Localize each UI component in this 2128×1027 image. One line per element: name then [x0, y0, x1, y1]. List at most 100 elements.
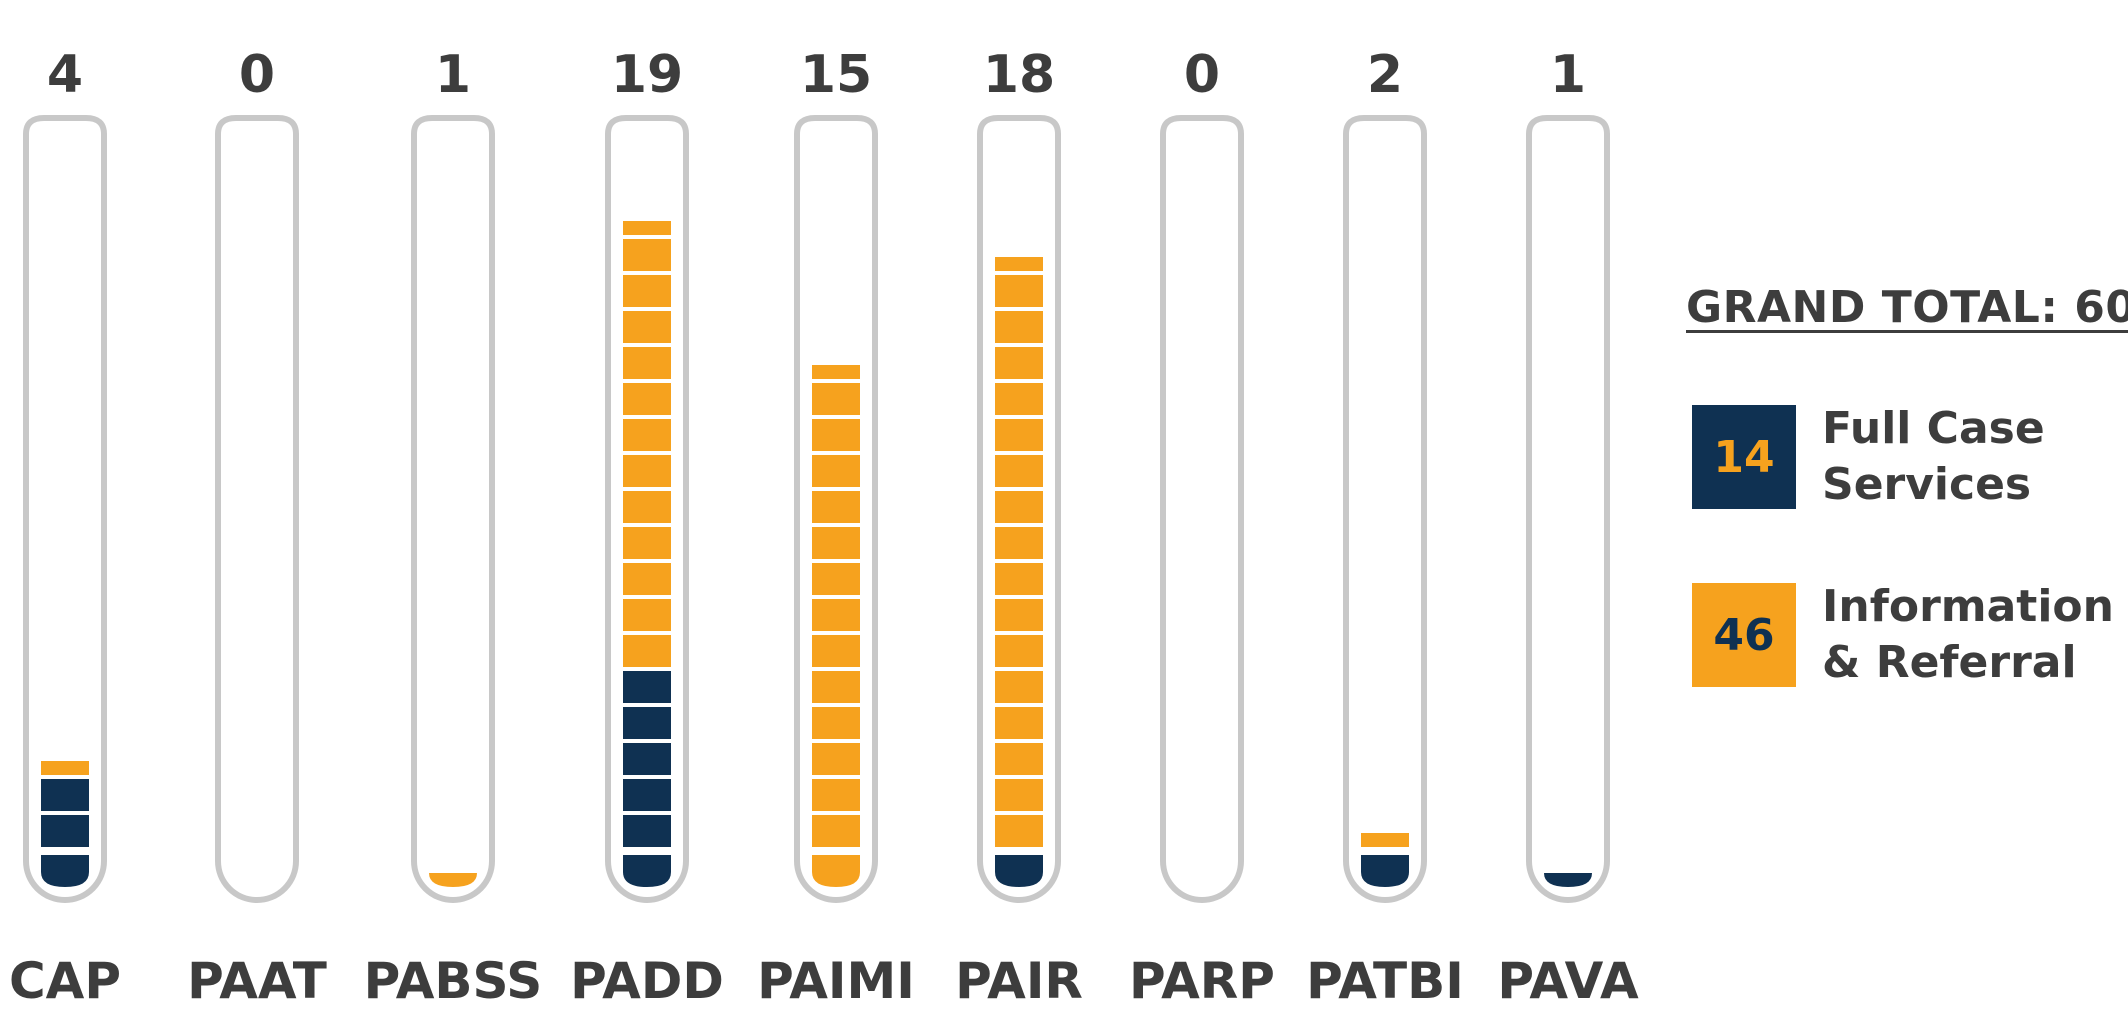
bar-unit-padd-full-case	[623, 743, 671, 775]
bar-unit-padd-full-case	[623, 855, 671, 887]
bar-unit-pair-info-referral	[995, 815, 1043, 847]
bar-unit-padd-full-case	[623, 707, 671, 739]
bar-unit-paimi-info-referral	[812, 455, 860, 487]
legend-label-full-case: Full Case Services	[1822, 401, 2122, 513]
test-tube-chart: 4 CAP 0 PAAT 1 PABSS 19 PADD 15 PAIMI 18 PAIR 0 PARP 2…	[9, 45, 1639, 1010]
bar-unit-cap-full-case	[41, 779, 89, 811]
bar-unit-paimi-info-referral	[812, 743, 860, 775]
bar-unit-pair-info-referral	[995, 347, 1043, 379]
bar-unit-padd-full-case	[623, 779, 671, 811]
bar-unit-paimi-info-referral	[812, 527, 860, 559]
category-label-paimi: PAIMI	[757, 952, 915, 1010]
bar-unit-padd-info-referral	[623, 491, 671, 523]
total-label-paimi: 15	[800, 45, 872, 105]
total-label-pair: 18	[983, 45, 1055, 105]
category-label-parp: PARP	[1129, 952, 1275, 1010]
total-label-padd: 19	[611, 45, 683, 105]
tube-group-pair: 18 PAIR	[955, 45, 1083, 1010]
tube-group-parp: 0 PARP	[1129, 45, 1275, 1010]
legend-item-info-referral: 46 Information & Referral	[1692, 579, 2122, 691]
bar-unit-pabss-info-referral	[429, 873, 477, 887]
legend-count-info-referral: 46	[1713, 609, 1775, 661]
bar-unit-padd-info-referral	[623, 275, 671, 307]
bar-unit-paimi-info-referral	[812, 671, 860, 703]
bar-unit-pair-info-referral	[995, 671, 1043, 703]
bar-unit-paimi-info-referral	[812, 599, 860, 631]
bar-unit-pair-info-referral	[995, 491, 1043, 523]
bar-unit-cap-full-case	[41, 815, 89, 847]
bar-unit-padd-info-referral	[623, 221, 671, 235]
tube-patbi	[1343, 115, 1427, 903]
bar-unit-pair-info-referral	[995, 311, 1043, 343]
bar-unit-patbi-full-case	[1361, 855, 1409, 887]
bar-unit-pair-info-referral	[995, 275, 1043, 307]
legend-label-line1: Information	[1822, 581, 2114, 632]
category-label-pava: PAVA	[1497, 952, 1639, 1010]
legend-label-line1: Full Case	[1822, 403, 2045, 454]
tube-group-pava: 1 PAVA	[1497, 45, 1639, 1010]
bar-unit-paimi-info-referral	[812, 707, 860, 739]
bar-unit-paimi-info-referral	[812, 383, 860, 415]
bar-unit-pair-info-referral	[995, 257, 1043, 271]
tube-group-paat: 0 PAAT	[187, 45, 327, 1010]
total-label-parp: 0	[1184, 45, 1220, 105]
bar-unit-pair-info-referral	[995, 563, 1043, 595]
bar-unit-padd-info-referral	[623, 419, 671, 451]
bar-unit-paimi-info-referral	[812, 365, 860, 379]
bar-unit-paimi-info-referral	[812, 635, 860, 667]
bar-unit-pair-full-case	[995, 855, 1043, 887]
bar-unit-padd-info-referral	[623, 455, 671, 487]
bar-unit-paimi-info-referral	[812, 779, 860, 811]
bar-unit-pava-full-case	[1544, 873, 1592, 887]
legend-label-line2: Services	[1822, 459, 2032, 510]
total-label-patbi: 2	[1367, 45, 1403, 105]
bar-unit-cap-full-case	[41, 855, 89, 887]
legend-label-info-referral: Information & Referral	[1822, 579, 2122, 691]
tube-pabss	[411, 115, 495, 903]
legend-label-line2: & Referral	[1822, 637, 2077, 688]
tube-cap	[23, 115, 107, 903]
bar-unit-paimi-info-referral	[812, 491, 860, 523]
category-label-pair: PAIR	[955, 952, 1083, 1010]
category-label-cap: CAP	[9, 952, 121, 1010]
total-label-paat: 0	[239, 45, 275, 105]
bar-unit-pair-info-referral	[995, 527, 1043, 559]
bar-unit-pair-info-referral	[995, 419, 1043, 451]
legend-count-full-case: 14	[1713, 431, 1775, 483]
bar-unit-paimi-info-referral	[812, 563, 860, 595]
tube-paat	[215, 115, 299, 903]
bar-unit-cap-info-referral	[41, 761, 89, 775]
category-label-padd: PADD	[570, 952, 724, 1010]
bar-unit-padd-info-referral	[623, 527, 671, 559]
tube-pava	[1526, 115, 1610, 903]
bar-unit-patbi-info-referral	[1361, 833, 1409, 847]
bar-unit-pair-info-referral	[995, 779, 1043, 811]
tube-group-patbi: 2 PATBI	[1306, 45, 1464, 1010]
category-label-patbi: PATBI	[1306, 952, 1464, 1010]
bar-unit-padd-info-referral	[623, 347, 671, 379]
tube-group-padd: 19 PADD	[570, 45, 724, 1010]
bar-unit-padd-full-case	[623, 815, 671, 847]
bar-unit-paimi-info-referral	[812, 855, 860, 887]
bar-unit-padd-info-referral	[623, 599, 671, 631]
bar-unit-pair-info-referral	[995, 599, 1043, 631]
bar-unit-paimi-info-referral	[812, 815, 860, 847]
bar-unit-padd-info-referral	[623, 239, 671, 271]
tube-group-paimi: 15 PAIMI	[757, 45, 915, 1010]
total-label-pava: 1	[1550, 45, 1586, 105]
bar-unit-padd-info-referral	[623, 635, 671, 667]
bar-unit-pair-info-referral	[995, 743, 1043, 775]
legend-swatch-full-case: 14	[1692, 405, 1796, 509]
total-label-cap: 4	[47, 45, 83, 105]
tube-group-cap: 4 CAP	[9, 45, 121, 1010]
bar-unit-pair-info-referral	[995, 635, 1043, 667]
tube-parp	[1160, 115, 1244, 903]
tube-group-pabss: 1 PABSS	[364, 45, 543, 1010]
grand-total-label: GRAND TOTAL: 60	[1686, 282, 2128, 333]
bar-unit-padd-full-case	[623, 671, 671, 703]
legend-swatch-info-referral: 46	[1692, 583, 1796, 687]
bar-unit-pair-info-referral	[995, 455, 1043, 487]
bar-unit-pair-info-referral	[995, 383, 1043, 415]
bar-unit-padd-info-referral	[623, 311, 671, 343]
category-label-pabss: PABSS	[364, 952, 543, 1010]
